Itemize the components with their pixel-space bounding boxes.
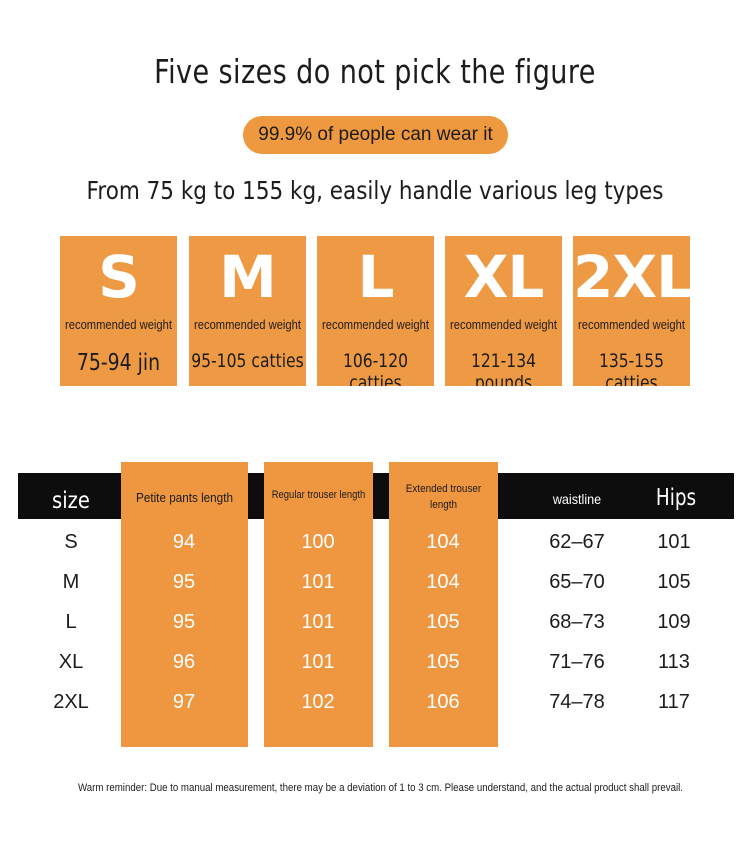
regular-column-bg <box>264 462 373 747</box>
size-card-letter: M <box>219 243 277 311</box>
cell-extended: 106 <box>426 691 460 713</box>
cell-hips: 117 <box>658 691 690 713</box>
cell-regular: 101 <box>301 611 335 633</box>
cell-petite: 95 <box>172 571 196 593</box>
cell-size: M <box>62 571 80 593</box>
size-card-weight: 75-94 jin <box>76 350 161 376</box>
size-card-label: recommended weight <box>194 317 301 332</box>
cell-size: S <box>64 531 78 553</box>
size-card-letter: 2XL <box>573 243 690 311</box>
cell-regular: 101 <box>301 571 335 593</box>
wearability-badge: 99.9% of people can wear it <box>243 116 508 154</box>
header-waistline: waistline <box>552 491 602 507</box>
cell-hips: 105 <box>657 571 691 593</box>
size-card-letter: XL <box>463 243 545 311</box>
header-regular-length: Regular trouser length <box>271 489 366 501</box>
page-title: Five sizes do not pick the figure <box>154 52 596 91</box>
size-card-m: M recommended weight 95-105 catties <box>189 236 306 386</box>
petite-column-bg <box>121 462 248 747</box>
header-size: size <box>52 488 90 514</box>
header-petite-length: Petite pants length <box>136 490 233 505</box>
size-card-weight: 135-155 catties <box>598 350 665 386</box>
measurement-note: Warm reminder: Due to manual measurement… <box>78 782 683 794</box>
size-card-label: recommended weight <box>322 317 429 332</box>
cell-petite: 94 <box>172 531 196 553</box>
cell-waist: 71–76 <box>549 651 605 673</box>
cell-hips: 109 <box>657 611 691 633</box>
size-card-label: recommended weight <box>578 317 685 332</box>
extended-column-bg <box>389 462 498 747</box>
cell-waist: 74–78 <box>549 691 605 713</box>
cell-extended: 104 <box>426 571 460 593</box>
cell-petite: 97 <box>172 691 196 713</box>
size-card-weight: 95-105 catties <box>191 350 304 372</box>
cell-waist: 68–73 <box>549 611 605 633</box>
size-card-l: L recommended weight 106-120 catties <box>317 236 434 386</box>
cell-size: L <box>65 611 77 633</box>
cell-regular: 101 <box>301 651 335 673</box>
cell-size: XL <box>58 651 84 673</box>
cell-regular: 100 <box>301 531 335 553</box>
cell-regular: 102 <box>301 691 335 713</box>
cell-waist: 62–67 <box>549 531 605 553</box>
cell-hips: 113 <box>658 651 690 673</box>
size-card-2xl: 2XL recommended weight 135-155 catties <box>573 236 690 386</box>
cell-petite: 95 <box>172 611 196 633</box>
page-subtitle: From 75 kg to 155 kg, easily handle vari… <box>86 176 664 205</box>
cell-extended: 105 <box>426 611 460 633</box>
size-card-xl: XL recommended weight 121-134 pounds <box>445 236 562 386</box>
size-card-weight: 106-120 catties <box>342 350 409 386</box>
cell-extended: 105 <box>426 651 460 673</box>
header-extended-length: Extended trouser length <box>405 483 482 511</box>
cell-size: 2XL <box>53 691 89 713</box>
cell-petite: 96 <box>172 651 196 673</box>
size-card-s: S recommended weight 75-94 jin <box>60 236 177 386</box>
size-card-weight: 121-134 pounds <box>470 350 537 386</box>
size-card-label: recommended weight <box>65 317 172 332</box>
size-cards: S recommended weight 75-94 jin M recomme… <box>60 236 692 388</box>
header-hips: Hips <box>655 485 697 511</box>
size-card-letter: L <box>357 243 395 311</box>
cell-hips: 101 <box>657 531 691 553</box>
size-card-label: recommended weight <box>450 317 557 332</box>
cell-waist: 65–70 <box>549 571 605 593</box>
size-card-letter: S <box>98 243 140 311</box>
cell-extended: 104 <box>426 531 460 553</box>
